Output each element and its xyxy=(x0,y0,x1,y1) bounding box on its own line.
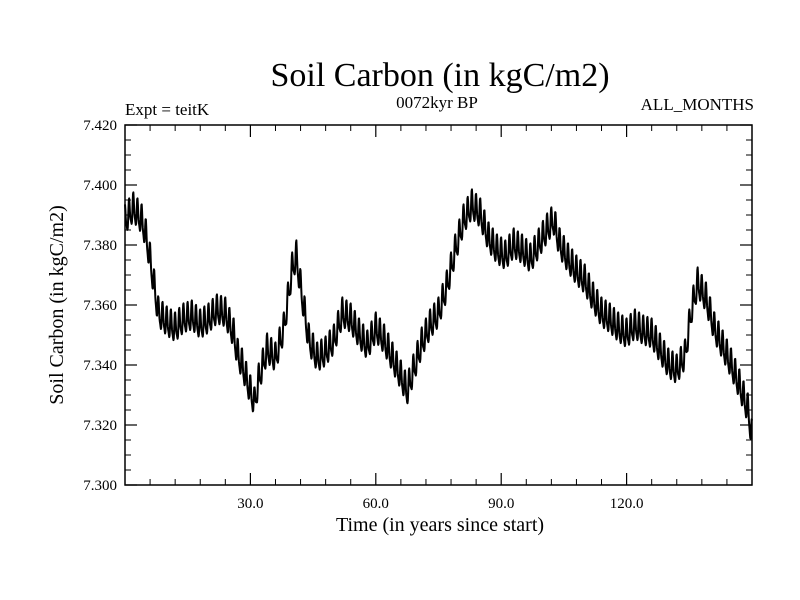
y-tick-label: 7.300 xyxy=(83,478,117,494)
series-line-soil-carbon xyxy=(124,188,753,440)
period-label: 0072kyr BP xyxy=(396,93,478,112)
x-tick-label: 120.0 xyxy=(610,496,644,512)
y-axis-ticks xyxy=(125,124,752,486)
chart-title: Soil Carbon (in kgC/m2) xyxy=(270,57,609,94)
x-axis-tick-labels: 30.0 60.0 90.0 120.0 xyxy=(237,496,643,512)
y-tick-label: 7.340 xyxy=(83,358,117,374)
x-axis-label: Time (in years since start) xyxy=(336,514,544,536)
y-tick-label: 7.400 xyxy=(83,178,117,194)
y-axis-tick-labels: 7.300 7.320 7.340 7.360 7.380 7.400 7.420 xyxy=(83,118,117,494)
y-tick-label: 7.320 xyxy=(83,418,117,434)
experiment-label: Expt = teitK xyxy=(125,100,210,119)
y-tick-label: 7.420 xyxy=(83,118,117,134)
y-tick-label: 7.380 xyxy=(83,238,117,254)
x-tick-label: 60.0 xyxy=(363,496,389,512)
x-axis-ticks xyxy=(149,125,728,485)
x-tick-label: 90.0 xyxy=(488,496,514,512)
months-label: ALL_MONTHS xyxy=(641,95,754,114)
y-axis-label: Soil Carbon (in kgC/m2) xyxy=(46,205,68,404)
x-tick-label: 30.0 xyxy=(237,496,263,512)
y-tick-label: 7.360 xyxy=(83,298,117,314)
